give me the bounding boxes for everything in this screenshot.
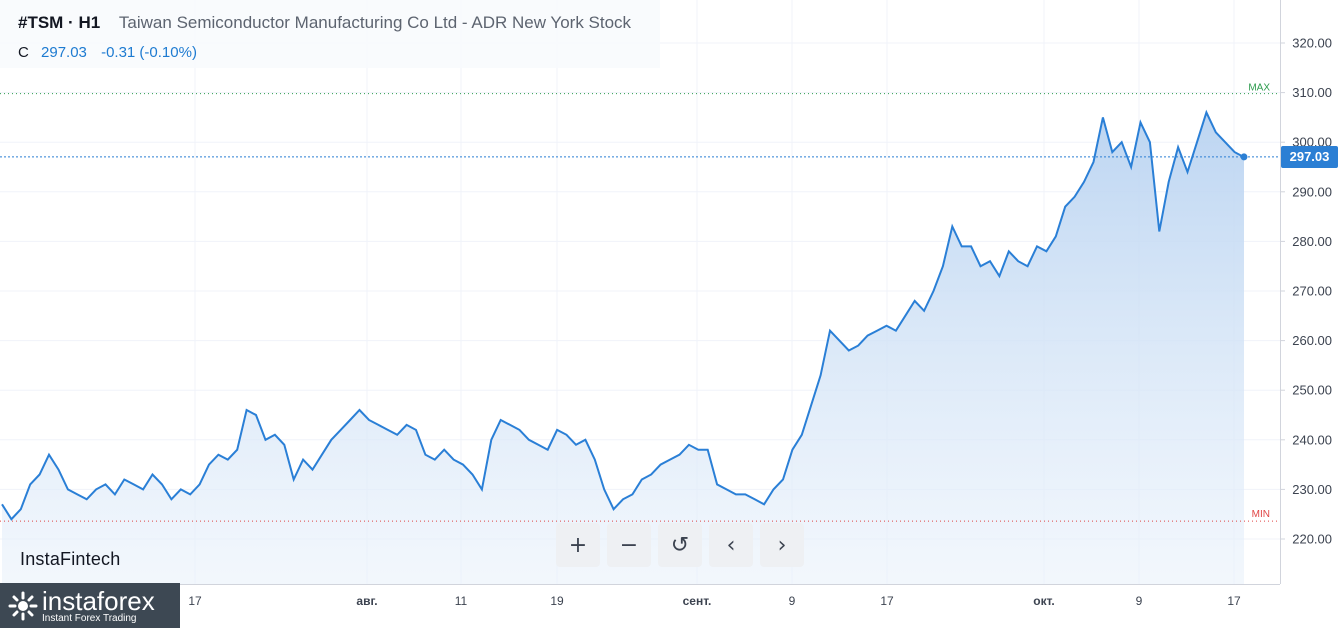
y-tick-label: 270.00 (1292, 284, 1332, 299)
instaforex-logo-icon (8, 591, 38, 620)
zoom-in-button[interactable]: + (556, 523, 600, 567)
price-line (1, 109, 1245, 521)
price-area-fill (2, 112, 1244, 585)
x-tick-label: 19 (550, 594, 564, 608)
y-tick-label: 310.00 (1292, 85, 1332, 100)
y-tick-label: 220.00 (1292, 532, 1332, 547)
brand-label: InstaFintech (20, 549, 121, 569)
scroll-right-button[interactable]: › (760, 523, 804, 567)
y-tick-label: 320.00 (1292, 36, 1332, 51)
x-tick-label: 9 (1136, 594, 1143, 608)
y-tick-label: 240.00 (1292, 432, 1332, 447)
close-label: C (18, 44, 29, 61)
quote-row: C 297.03 -0.31 (-0.10%) (18, 44, 197, 61)
x-tick-label: 9 (789, 594, 796, 608)
y-tick-label: 290.00 (1292, 184, 1332, 199)
y-tick-label: 250.00 (1292, 383, 1332, 398)
symbol-label: #TSM · H1 (18, 13, 101, 32)
y-tick-label: 280.00 (1292, 234, 1332, 249)
y-tick-label: 260.00 (1292, 333, 1332, 348)
logo-tagline: Instant Forex Trading (42, 612, 137, 624)
zoom-out-button[interactable]: − (607, 523, 651, 567)
x-tick-label: 17 (188, 594, 202, 608)
chart-title: #TSM · H1 Taiwan Semiconductor Manufactu… (18, 13, 631, 33)
x-axis-ticks: 17 авг. 11 19 сент. 9 17 окт. 9 17 (188, 594, 1241, 608)
logo-wordmark: instaforex (42, 585, 155, 616)
last-point (1240, 153, 1248, 161)
chart-toolbar: + − ↺ ‹ › (556, 523, 804, 567)
x-tick-label: авг. (356, 594, 377, 608)
close-value: 297.03 (41, 44, 87, 61)
instrument-name: Taiwan Semiconductor Manufacturing Co Lt… (118, 13, 632, 32)
chart-header: #TSM · H1 Taiwan Semiconductor Manufactu… (0, 0, 660, 68)
x-tick-label: 11 (455, 594, 468, 608)
y-tick-label: 230.00 (1292, 482, 1332, 497)
current-price-tag: 297.03 (1281, 145, 1338, 168)
chart-markers: MAX MIN (0, 83, 1280, 522)
scroll-left-button[interactable]: ‹ (709, 523, 753, 567)
chart-axes (0, 0, 1281, 585)
y-axis-ticks: 220.00 230.00 240.00 250.00 260.00 270.00 280.… (1280, 36, 1332, 547)
max-label: MAX (1248, 83, 1270, 94)
min-label: MIN (1252, 509, 1270, 520)
x-tick-label: окт. (1033, 594, 1055, 608)
x-tick-label: 17 (880, 594, 894, 608)
instaforex-logo: instaforex Instant Forex Trading (0, 583, 180, 628)
x-tick-label: сент. (683, 594, 712, 608)
x-tick-label: 17 (1227, 594, 1241, 608)
reset-zoom-button[interactable]: ↺ (658, 523, 702, 567)
change-value: -0.31 (-0.10%) (101, 44, 197, 61)
